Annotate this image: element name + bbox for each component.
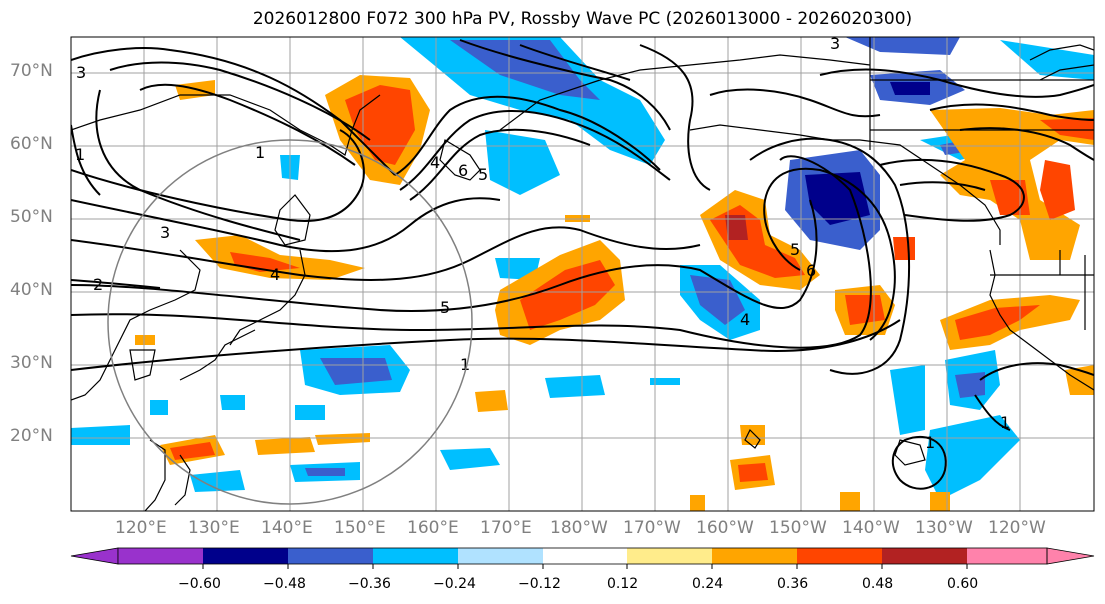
colorbar-tick-label: 0.12: [607, 576, 639, 592]
coastlines: [71, 37, 1094, 511]
lon-label: 120°E: [115, 518, 167, 538]
contour-label: 1: [925, 433, 935, 452]
colorbar-swatch: [543, 548, 627, 564]
lon-label: 180°W: [550, 518, 608, 538]
contour-label: 5: [790, 240, 800, 259]
lon-label: 140°E: [261, 518, 313, 538]
lat-label: 30°N: [10, 353, 53, 373]
colorbar-swatch: [967, 548, 1047, 564]
colorbar-tick-label: 0.24: [692, 576, 724, 592]
lon-label: 170°W: [623, 518, 681, 538]
lon-label: 120°W: [988, 518, 1046, 538]
map-frame: [70, 36, 1095, 512]
colorbar-swatch: [118, 548, 203, 564]
contour-label: 2: [93, 275, 103, 294]
lon-label: 150°W: [769, 518, 827, 538]
lon-label: 170°E: [480, 518, 532, 538]
lon-label: 130°W: [915, 518, 973, 538]
contour-label: 1: [75, 145, 85, 164]
lon-label: 140°W: [842, 518, 900, 538]
colorbar: [70, 547, 1095, 569]
contour-label: 3: [76, 63, 86, 82]
lat-label: 20°N: [10, 426, 53, 446]
lat-label: 50°N: [10, 207, 53, 227]
contour-labels: 1 2 3 4 5 6 1 3 4 5 6 5 4 3 1 1 1: [75, 34, 1010, 452]
contour-label: 6: [806, 261, 816, 280]
lon-label: 130°E: [188, 518, 240, 538]
contour-label: 4: [430, 153, 440, 172]
contour-label: 1: [460, 355, 470, 374]
colorbar-tick-label: −0.36: [348, 576, 391, 592]
colorbar-tick-label: −0.48: [263, 576, 306, 592]
colorbar-tick-label: 0.36: [777, 576, 809, 592]
lon-label: 160°W: [696, 518, 754, 538]
pv-contours: [71, 39, 1094, 490]
map-layers: 1 2 3 4 5 6 1 3 4 5 6 5 4 3 1 1 1: [71, 34, 1094, 511]
lat-label: 60°N: [10, 134, 53, 154]
contour-label: 1: [255, 143, 265, 162]
colorbar-tick-label: −0.24: [433, 576, 476, 592]
colorbar-swatch: [373, 548, 458, 564]
colorbar-swatch: [797, 548, 882, 564]
contour-label: 3: [160, 223, 170, 242]
contour-label: 4: [270, 265, 280, 284]
graticule: [71, 37, 1094, 511]
radius-circle: [107, 139, 473, 505]
lat-label: 70°N: [10, 61, 53, 81]
colorbar-min-arrow: [70, 547, 119, 565]
colorbar-swatch: [882, 548, 967, 564]
contour-label: 4: [740, 310, 750, 329]
contour-label: 5: [440, 298, 450, 317]
colorbar-swatch: [288, 548, 373, 564]
colorbar-tick-label: −0.60: [178, 576, 221, 592]
colorbar-swatch: [712, 548, 797, 564]
contour-label: 3: [830, 34, 840, 53]
colorbar-tick-label: 0.48: [862, 576, 894, 592]
colorbar-tick-label: 0.60: [947, 576, 979, 592]
lon-label: 160°E: [407, 518, 459, 538]
lon-label: 150°E: [334, 518, 386, 538]
colorbar-swatch: [627, 548, 712, 564]
colorbar-tick-label: −0.12: [518, 576, 561, 592]
contour-label: 1: [1000, 413, 1010, 432]
contour-label: 6: [458, 161, 468, 180]
contour-label: 5: [478, 165, 488, 184]
colorbar-max-arrow: [1046, 547, 1095, 565]
lat-label: 40°N: [10, 280, 53, 300]
colorbar-swatch: [458, 548, 543, 564]
colorbar-swatch: [203, 548, 288, 564]
map-title: 2026012800 F072 300 hPa PV, Rossby Wave …: [252, 9, 913, 29]
